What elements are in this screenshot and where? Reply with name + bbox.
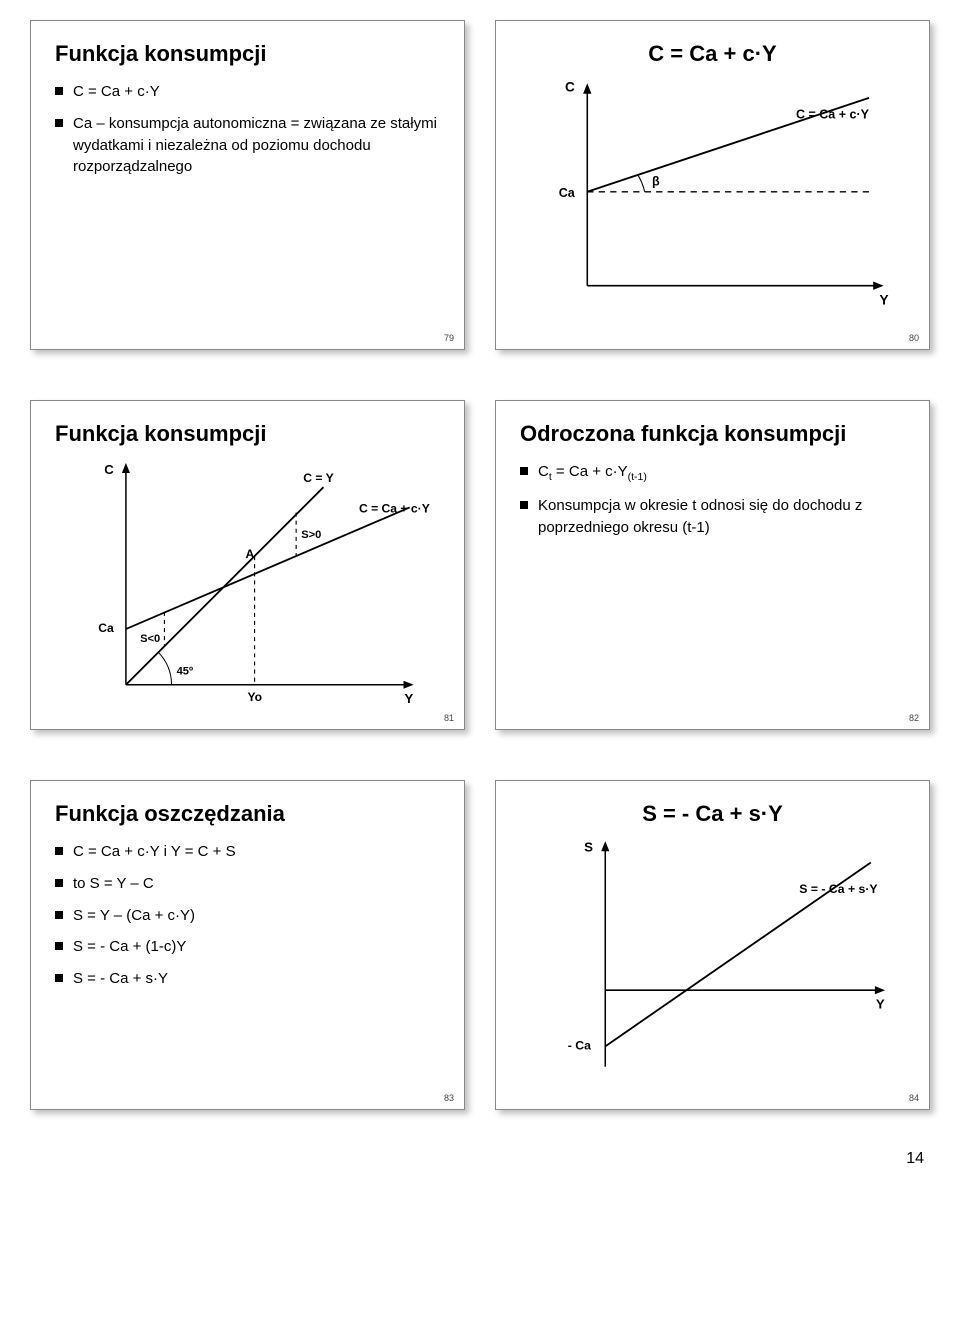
bullet: Ca – konsumpcja autonomiczna = związana … (55, 113, 440, 178)
bullet-text: Konsumpcja w okresie t odnosi się do doc… (538, 497, 862, 536)
bullet: C = Ca + c·Y i Y = C + S (55, 841, 440, 863)
slide-title: Odroczona funkcja konsumpcji (520, 421, 905, 447)
chart-consumption-45: C Y C = Y C = Ca + c·Y Ca A S>0 S<0 (55, 461, 440, 716)
slide-number: 84 (909, 1093, 919, 1103)
axis-x-label: Y (879, 292, 888, 307)
slide-number: 80 (909, 333, 919, 343)
slide-number: 83 (444, 1093, 454, 1103)
bullet: to S = Y – C (55, 873, 440, 895)
slt0-label: S<0 (140, 633, 160, 645)
slide-number: 82 (909, 713, 919, 723)
slide-80: C = Ca + c·Y C Y Ca β (495, 20, 930, 350)
ca-label: Ca (98, 621, 114, 635)
bullet: C = Ca + c·Y (55, 81, 440, 103)
line-label: S = - Ca + s·Y (799, 882, 877, 896)
bullet: Ct = Ca + c·Y(t-1) (520, 461, 905, 485)
slide-title: Funkcja konsumpcji (55, 421, 440, 447)
slide-number: 81 (444, 713, 454, 723)
chart-savings-line: S Y - Ca S = - Ca + s·Y (520, 837, 905, 1077)
slide-83: Funkcja oszczędzania C = Ca + c·Y i Y = … (30, 780, 465, 1110)
axis-x-label: Y (876, 997, 885, 1012)
bullet-text: Ct = Ca + c·Y(t-1) (538, 463, 647, 480)
axis-y-label: S (584, 839, 593, 854)
axis-y-label: C (104, 462, 114, 477)
chart-consumption-line: C Y Ca β C = Ca + c·Y (520, 77, 905, 317)
slide-title: C = Ca + c·Y (520, 41, 905, 67)
angle-label: 45º (177, 666, 193, 678)
bullet: S = - Ca + (1-c)Y (55, 936, 440, 958)
sgt0-label: S>0 (301, 529, 321, 541)
bullet: S = - Ca + s·Y (55, 968, 440, 990)
angle-label: β (652, 175, 660, 189)
bullet: Konsumpcja w okresie t odnosi się do doc… (520, 495, 905, 539)
bullet-list: C = Ca + c·Y i Y = C + S to S = Y – C S … (55, 841, 440, 990)
line-label: C = Ca + c·Y (796, 108, 870, 122)
page-number: 14 (30, 1150, 924, 1168)
intercept-label: Ca (559, 186, 576, 200)
slide-title: Funkcja oszczędzania (55, 801, 440, 827)
slide-title: S = - Ca + s·Y (520, 801, 905, 827)
slide-84: S = - Ca + s·Y S Y - Ca S = - Ca + s·Y 8… (495, 780, 930, 1110)
cline-label: C = Ca + c·Y (359, 502, 430, 516)
axis-y-label: C (565, 80, 575, 95)
bullet: S = Y – (Ca + c·Y) (55, 905, 440, 927)
slide-79: Funkcja konsumpcji C = Ca + c·Y Ca – kon… (30, 20, 465, 350)
axis-x-label: Y (405, 691, 414, 706)
chart-svg: C Y Ca β C = Ca + c·Y (520, 77, 905, 317)
ceqy-label: C = Y (303, 471, 333, 485)
chart-svg: C Y C = Y C = Ca + c·Y Ca A S>0 S<0 (55, 461, 440, 716)
slide-81: Funkcja konsumpcji C Y C = Y C = Ca + c·… (30, 400, 465, 730)
slide-number: 79 (444, 333, 454, 343)
intercept-label: - Ca (568, 1038, 591, 1052)
slide-title: Funkcja konsumpcji (55, 41, 440, 67)
bullet-list: C = Ca + c·Y Ca – konsumpcja autonomiczn… (55, 81, 440, 178)
yo-label: Yo (248, 690, 263, 704)
a-label: A (245, 547, 254, 561)
chart-svg: S Y - Ca S = - Ca + s·Y (520, 837, 905, 1077)
bullet-list: Ct = Ca + c·Y(t-1) Konsumpcja w okresie … (520, 461, 905, 539)
slide-82: Odroczona funkcja konsumpcji Ct = Ca + c… (495, 400, 930, 730)
